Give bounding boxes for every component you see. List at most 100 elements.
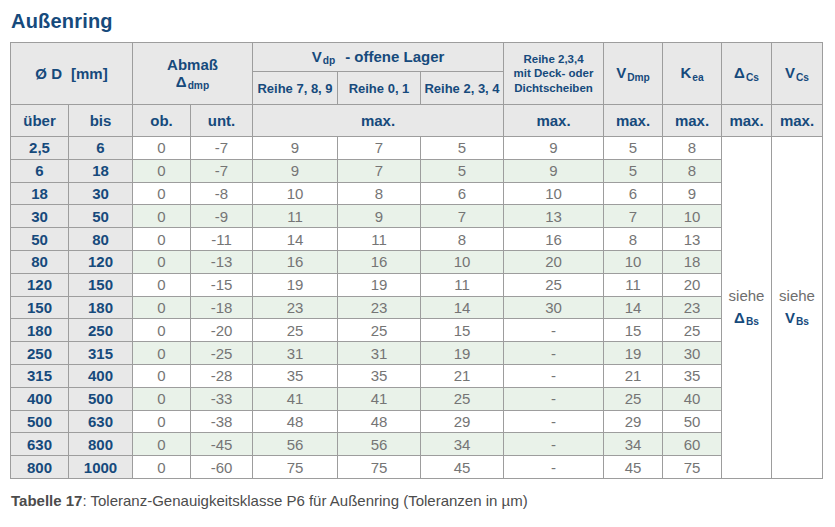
cell-kea: 60 — [663, 433, 722, 456]
cell-kea: 30 — [663, 342, 722, 365]
table-row: 4005000-33414125-2540 — [11, 387, 823, 410]
cell-vdmp: 8 — [604, 228, 663, 251]
cell-deck: - — [504, 387, 604, 410]
cell-ueber: 18 — [11, 182, 69, 205]
cell-r01: 8 — [338, 182, 421, 205]
cell-vdmp: 21 — [604, 364, 663, 387]
cell-bis: 120 — [69, 250, 133, 273]
cell-r01: 75 — [338, 456, 421, 479]
cell-kea: 13 — [663, 228, 722, 251]
cell-ob: 0 — [133, 159, 191, 182]
cell-kea: 20 — [663, 273, 722, 296]
cell-bis: 315 — [69, 342, 133, 365]
cell-vdmp: 11 — [604, 273, 663, 296]
cell-unt: -7 — [191, 159, 253, 182]
cell-bis: 400 — [69, 364, 133, 387]
table-row: 2503150-25313119-1930 — [11, 342, 823, 365]
cell-kea: 50 — [663, 410, 722, 433]
header-abmass: Abmaß Δdmp — [133, 43, 253, 105]
cell-r234: 29 — [421, 410, 504, 433]
cell-bis: 30 — [69, 182, 133, 205]
cell-kea: 18 — [663, 250, 722, 273]
header-unt: unt. — [191, 105, 253, 137]
header-ob: ob. — [133, 105, 191, 137]
header-max-vdmp: max. — [604, 105, 663, 137]
table-row: 2,560-7975958sieheΔBssieheVBs — [11, 137, 823, 160]
header-delta-cs: ΔCs — [722, 43, 772, 105]
header-max-deck: max. — [504, 105, 604, 137]
cell-r789: 16 — [253, 250, 338, 273]
cell-r789: 48 — [253, 410, 338, 433]
cell-vdmp: 25 — [604, 387, 663, 410]
cell-delta-cs-reference: sieheΔBs — [722, 137, 772, 479]
tolerance-table: Ø D[mm] Abmaß Δdmp Vdp- offene Lager Rei… — [10, 42, 823, 479]
cell-r234: 15 — [421, 319, 504, 342]
table-row: 30500-9119713710 — [11, 205, 823, 228]
cell-ueber: 30 — [11, 205, 69, 228]
cell-ob: 0 — [133, 296, 191, 319]
diameter-symbol: Ø D — [35, 65, 62, 82]
header-max-dcs: max. — [722, 105, 772, 137]
cell-kea: 9 — [663, 182, 722, 205]
cell-ob: 0 — [133, 342, 191, 365]
cell-vdmp: 5 — [604, 137, 663, 160]
cell-vdmp: 34 — [604, 433, 663, 456]
cell-r01: 56 — [338, 433, 421, 456]
cell-unt: -18 — [191, 296, 253, 319]
cell-r234: 7 — [421, 205, 504, 228]
abmass-symbol: Δdmp — [133, 73, 252, 92]
cell-ob: 0 — [133, 364, 191, 387]
table-row: 6180-7975958 — [11, 159, 823, 182]
cell-ueber: 250 — [11, 342, 69, 365]
cell-ob: 0 — [133, 182, 191, 205]
cell-deck: - — [504, 342, 604, 365]
cell-ob: 0 — [133, 433, 191, 456]
table-row: 50800-111411816813 — [11, 228, 823, 251]
cell-ueber: 150 — [11, 296, 69, 319]
cell-ueber: 630 — [11, 433, 69, 456]
header-ueber: über — [11, 105, 69, 137]
table-row: 1501800-18232314301423 — [11, 296, 823, 319]
cell-r789: 14 — [253, 228, 338, 251]
cell-ueber: 50 — [11, 228, 69, 251]
cell-unt: -11 — [191, 228, 253, 251]
cell-vdmp: 7 — [604, 205, 663, 228]
cell-unt: -60 — [191, 456, 253, 479]
cell-bis: 500 — [69, 387, 133, 410]
cell-unt: -15 — [191, 273, 253, 296]
cell-ob: 0 — [133, 387, 191, 410]
cell-r01: 23 — [338, 296, 421, 319]
cell-r789: 25 — [253, 319, 338, 342]
cell-r01: 48 — [338, 410, 421, 433]
cell-bis: 50 — [69, 205, 133, 228]
cell-r789: 56 — [253, 433, 338, 456]
cell-bis: 630 — [69, 410, 133, 433]
table-row: 1802500-20252515-1525 — [11, 319, 823, 342]
table-row: 6308000-45565634-3460 — [11, 433, 823, 456]
cell-unt: -38 — [191, 410, 253, 433]
cell-deck: - — [504, 410, 604, 433]
cell-ueber: 6 — [11, 159, 69, 182]
cell-r789: 31 — [253, 342, 338, 365]
cell-bis: 80 — [69, 228, 133, 251]
cell-ueber: 500 — [11, 410, 69, 433]
cell-r789: 75 — [253, 456, 338, 479]
cell-deck: - — [504, 433, 604, 456]
cell-vdmp: 15 — [604, 319, 663, 342]
cell-r789: 11 — [253, 205, 338, 228]
cell-deck: 10 — [504, 182, 604, 205]
header-max-open: max. — [253, 105, 504, 137]
cell-ob: 0 — [133, 410, 191, 433]
cell-vcs-reference: sieheVBs — [772, 137, 823, 479]
cell-unt: -25 — [191, 342, 253, 365]
table-header: Ø D[mm] Abmaß Δdmp Vdp- offene Lager Rei… — [11, 43, 823, 137]
cell-vdmp: 19 — [604, 342, 663, 365]
header-max-vcs: max. — [772, 105, 823, 137]
cell-ob: 0 — [133, 228, 191, 251]
cell-deck: 13 — [504, 205, 604, 228]
header-reihe-789: Reihe 7, 8, 9 — [253, 72, 338, 105]
cell-vdmp: 5 — [604, 159, 663, 182]
cell-bis: 6 — [69, 137, 133, 160]
cell-unt: -9 — [191, 205, 253, 228]
cell-kea: 8 — [663, 137, 722, 160]
